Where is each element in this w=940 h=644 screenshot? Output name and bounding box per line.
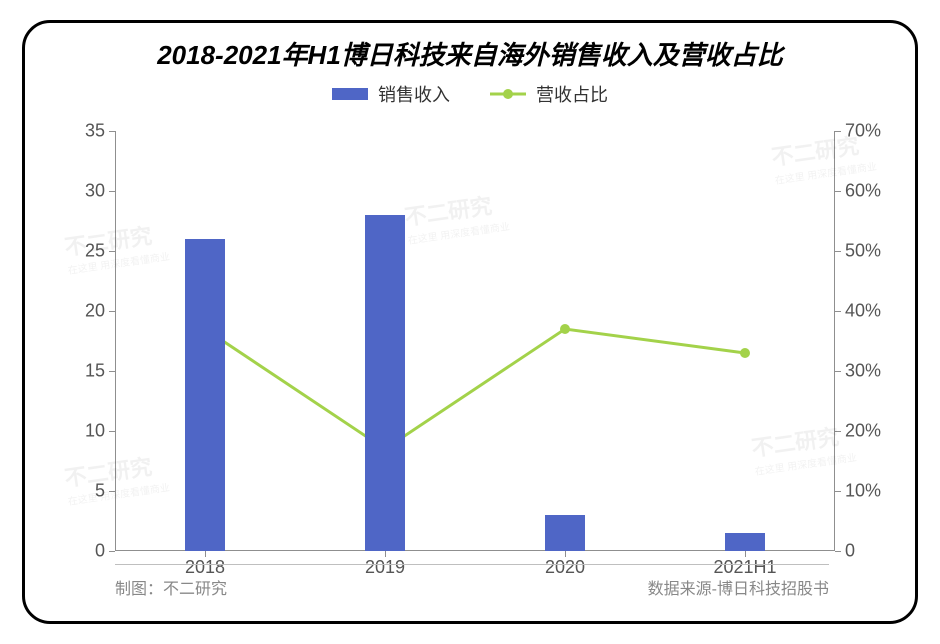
y-right-tick-label: 40% [845,301,895,322]
bar [725,533,765,551]
y-right-tick-label: 20% [845,421,895,442]
legend-line-swatch [490,88,526,100]
y-right-tick-label: 50% [845,241,895,262]
plot-area: 05101520253035010%20%30%40%50%60%70%2018… [115,131,835,551]
bar [365,215,405,551]
chart-footer: 制图：不二研究 数据来源-博日科技招股书 [115,564,829,599]
y-right-tick-label: 0 [845,541,895,562]
chart-title: 2018-2021年H1博日科技来自海外销售收入及营收占比 [25,35,915,72]
y-right-tick-label: 70% [845,121,895,142]
y-right-tick-label: 30% [845,361,895,382]
legend-item-bar: 销售收入 [332,81,450,107]
legend-bar-label: 销售收入 [378,81,450,107]
line-marker [560,324,570,334]
y-left-tick-label: 35 [65,121,105,142]
y-right-tick-label: 60% [845,181,895,202]
line-marker [740,348,750,358]
y-right-tick-label: 10% [845,481,895,502]
chart-frame: 2018-2021年H1博日科技来自海外销售收入及营收占比 销售收入 营收占比 … [22,20,918,624]
y-left-tick-label: 10 [65,421,105,442]
bar [545,515,585,551]
y-left-tick-label: 25 [65,241,105,262]
y-left-tick-label: 15 [65,361,105,382]
y-left-tick-label: 30 [65,181,105,202]
footer-source: 数据来源-博日科技招股书 [648,575,829,599]
y-left-tick-label: 20 [65,301,105,322]
legend-item-line: 营收占比 [490,81,608,107]
line-path [205,329,745,449]
legend: 销售收入 营收占比 [25,81,915,107]
footer-credit: 制图：不二研究 [115,575,227,599]
y-left-tick-label: 0 [65,541,105,562]
legend-line-label: 营收占比 [536,81,608,107]
y-left-tick-label: 5 [65,481,105,502]
legend-bar-swatch [332,88,368,100]
bar [185,239,225,551]
